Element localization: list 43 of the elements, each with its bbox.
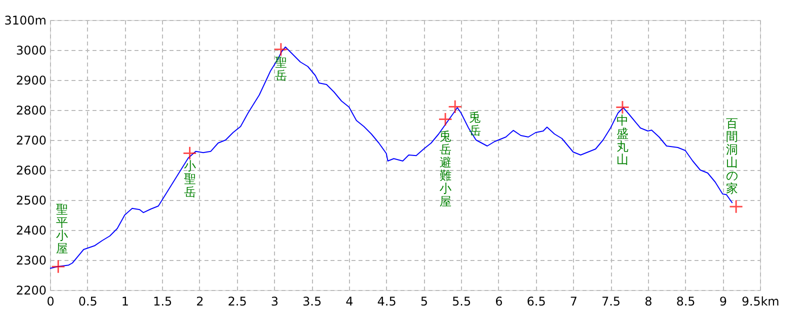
x-tick-label: 3.5 [302, 294, 322, 308]
x-tick-label: 1 [121, 294, 130, 308]
y-tick-label: 2900 [16, 74, 46, 88]
x-tick-label: 8.5 [676, 294, 696, 308]
x-tick-label: 9.5km [742, 294, 780, 308]
x-tick-label: 4.5 [377, 294, 396, 308]
annotation: 小聖岳 [184, 159, 196, 200]
x-tick-label: 0.5 [78, 294, 98, 308]
point [51, 260, 66, 274]
x-tick-label: 9 [719, 294, 727, 308]
x-tick-label: 5.5 [452, 294, 472, 308]
annotation: 聖岳 [274, 55, 287, 82]
y-tick-label: 2500 [16, 194, 46, 208]
point [438, 112, 452, 126]
x-tick-label: 3 [270, 294, 279, 308]
x-tick-label: 5 [420, 294, 428, 308]
y-tick-label: 2400 [16, 224, 46, 238]
y-tick-label: 3100m [4, 14, 46, 28]
annotation: 聖平小屋 [56, 202, 68, 256]
annotation: 百間洞山の家 [726, 116, 738, 196]
x-tick-label: 1.5 [153, 294, 172, 308]
point [615, 100, 630, 114]
point [729, 200, 744, 214]
y-tick-label: 3000 [16, 44, 46, 58]
x-tick-label: 7 [570, 294, 578, 308]
point [182, 146, 197, 160]
x-tick-label: 6.5 [526, 294, 546, 308]
point [448, 100, 462, 114]
point [274, 42, 288, 56]
x-tick-label: 6 [495, 294, 503, 308]
annotation: 中盛丸山 [616, 113, 628, 166]
x-tick-label: 2.5 [228, 294, 247, 308]
y-tick-label: 2700 [16, 134, 46, 148]
x-tick-label: 8 [644, 294, 652, 308]
y-tick-label: 2600 [16, 164, 46, 178]
annotation: 兎岳避難小屋 [439, 129, 452, 208]
x-tick-label: 7.5 [601, 294, 621, 308]
x-tick-label: 2 [196, 294, 204, 308]
x-tick-label: 4 [346, 294, 354, 308]
y-tick-label: 2800 [16, 104, 46, 118]
y-tick-label: 2200 [16, 284, 46, 298]
y-tick-label: 2300 [16, 254, 46, 268]
x-tick-label: 0 [46, 294, 54, 308]
